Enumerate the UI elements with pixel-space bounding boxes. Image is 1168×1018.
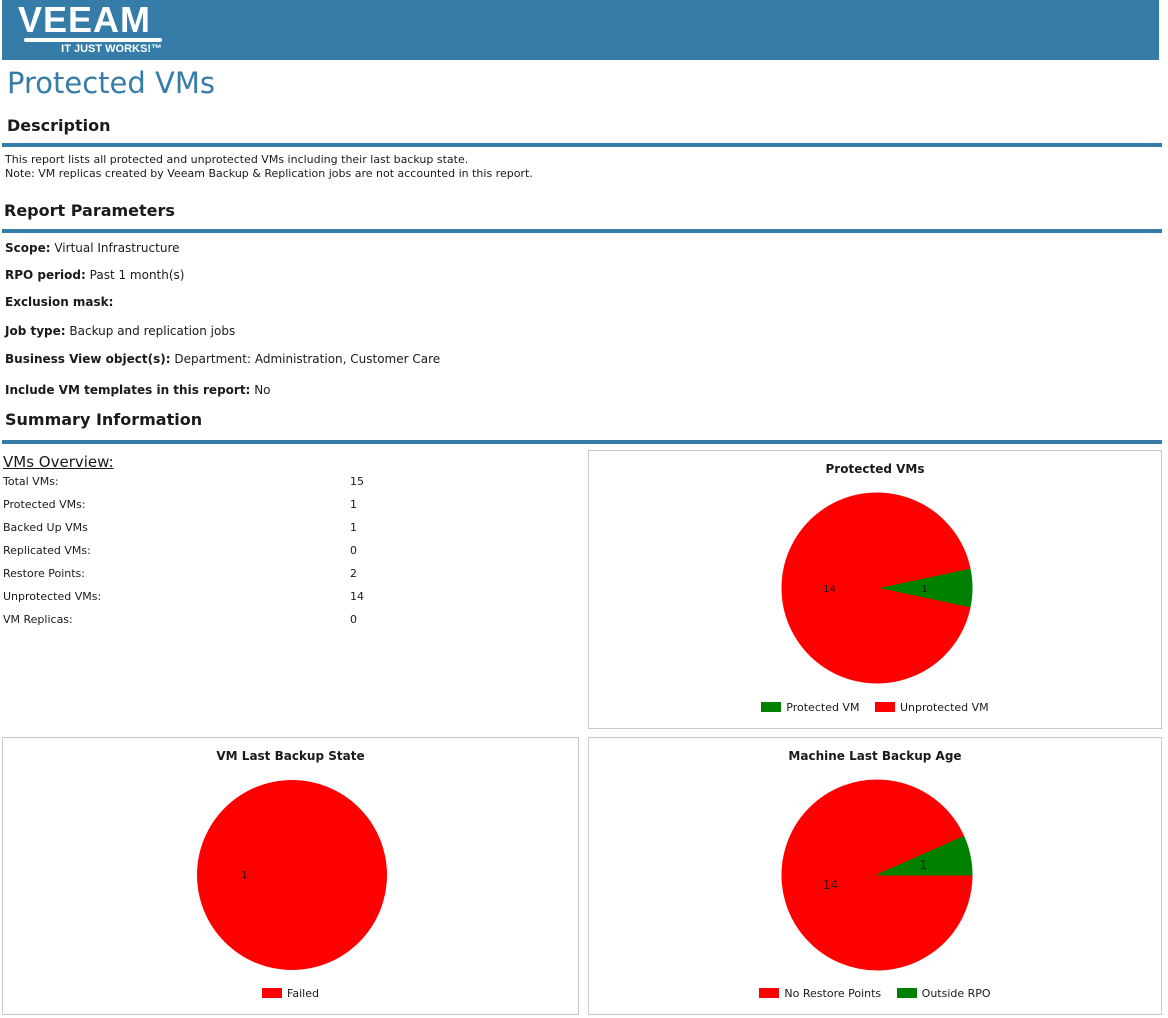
param-label: RPO period: [5,268,86,282]
pie-data-label: 1 [920,858,928,872]
legend-swatch [874,702,895,712]
section-divider [2,440,1162,444]
overview-value: 1 [350,498,357,511]
chart-legend: Failed [3,987,578,1001]
overview-value: 14 [350,590,364,603]
pie-slice [197,780,387,970]
legend-label: Unprotected VM [899,701,989,714]
protected-vms-chart: Protected VMs 1 14 Protected VM Unprotect… [588,450,1162,729]
overview-label: Unprotected VMs: [3,590,102,603]
chart-title: Protected VMs [825,462,925,476]
vm-last-backup-state-chart: VM Last Backup State 1 Failed [2,737,579,1015]
overview-value: 0 [350,544,357,557]
logo-tagline: IT JUST WORKS!™ [61,43,162,55]
chart-legend: No Restore Points Outside RPO [589,987,1161,1001]
param-label: Job type: [5,324,66,338]
section-title-summary: Summary Information [5,410,203,429]
param-value: Backup and replication jobs [69,324,236,338]
pie-chart: 1 [197,780,387,970]
overview-value: 0 [350,613,357,626]
machine-last-backup-age-chart: Machine Last Backup Age 14 1 No Restore P… [588,737,1162,1015]
overview-value: 1 [350,521,357,534]
section-divider [2,143,1162,147]
param-value: Past 1 month(s) [89,268,185,282]
param-value: No [254,383,271,397]
overview-title: VMs Overview: [3,453,114,471]
overview-value: 15 [350,475,364,488]
report-header: VEEAM IT JUST WORKS!™ [2,0,1159,60]
legend-label: Outside RPO [921,987,991,1000]
overview-label: Backed Up VMs [3,521,88,534]
overview-label: Restore Points: [3,567,85,580]
overview-label: Replicated VMs: [3,544,91,557]
param-exclusion-mask: Exclusion mask: [5,294,113,310]
legend-label: Failed [287,987,319,1000]
pie-data-label: 1 [241,870,247,881]
overview-label: Protected VMs: [3,498,86,511]
legend-item: Failed [262,987,319,1001]
chart-title: VM Last Backup State [216,749,365,763]
pie-chart: 1 14 [781,492,973,684]
param-scope: Scope: Virtual Infrastructure [5,240,180,256]
param-label: Business View object(s): [5,352,171,366]
legend-item: Outside RPO [896,987,991,1001]
legend-item: Protected VM [761,701,859,715]
pie-data-label: 14 [823,878,838,892]
overview-label: Total VMs: [3,475,59,488]
legend-swatch [262,988,283,998]
pie-slice [781,492,971,684]
chart-title: Machine Last Backup Age [788,749,962,763]
param-value: Virtual Infrastructure [54,241,180,255]
veeam-logo: VEEAM IT JUST WORKS!™ [18,0,168,58]
legend-item: No Restore Points [759,987,881,1001]
param-job-type: Job type: Backup and replication jobs [5,323,235,339]
section-divider [2,229,1162,233]
description-line-1: This report lists all protected and unpr… [5,153,469,166]
section-title-parameters: Report Parameters [4,201,175,220]
description-line-2: Note: VM replicas created by Veeam Backu… [5,167,533,180]
legend-item: Unprotected VM [874,701,989,715]
pie-data-label: 1 [921,584,927,595]
overview-value: 2 [350,567,357,580]
pie-chart: 14 1 [781,779,973,971]
page-title: Protected VMs [7,66,215,100]
legend-label: No Restore Points [784,987,882,1000]
legend-swatch [759,988,780,998]
param-label: Scope: [5,241,51,255]
pie-data-label: 14 [823,584,836,595]
legend-label: Protected VM [786,701,860,714]
logo-swoosh [24,38,162,42]
overview-label: VM Replicas: [3,613,73,626]
param-business-view: Business View object(s): Department: Adm… [5,351,440,367]
pie-slice [876,835,973,876]
param-label: Include VM templates in this report: [5,383,251,397]
param-include-templates: Include VM templates in this report: No [5,382,271,398]
section-title-description: Description [7,116,111,135]
param-label: Exclusion mask: [5,295,114,309]
logo-wordmark: VEEAM [18,0,152,40]
legend-swatch [896,988,917,998]
param-rpo-period: RPO period: Past 1 month(s) [5,267,184,283]
legend-swatch [761,702,782,712]
param-value: Department: Administration, Customer Car… [174,352,441,366]
chart-legend: Protected VM Unprotected VM [589,701,1161,715]
